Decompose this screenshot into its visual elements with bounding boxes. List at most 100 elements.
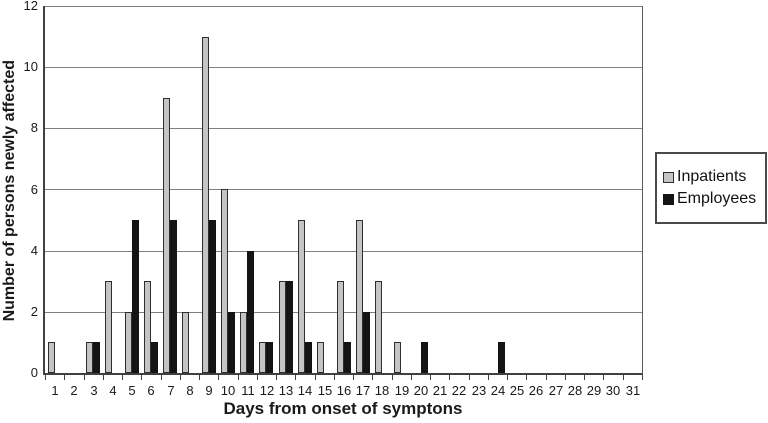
bar-inpatients-day-6	[144, 281, 151, 373]
x-tick-label-18: 18	[374, 383, 390, 398]
bar-employees-day-5	[132, 220, 139, 373]
x-tick-mark	[353, 375, 354, 380]
x-tick-mark	[103, 375, 104, 380]
x-tick-mark	[180, 375, 181, 380]
y-tick-label-2: 2	[30, 304, 38, 319]
x-tick-mark	[411, 375, 412, 380]
x-tick-label-12: 12	[259, 383, 275, 398]
bar-employees-day-9	[209, 220, 216, 373]
gridline-4	[45, 251, 642, 252]
x-tick-mark	[449, 375, 450, 380]
x-tick-label-24: 24	[490, 383, 506, 398]
x-tick-label-10: 10	[220, 383, 236, 398]
x-tick-label-8: 8	[186, 383, 194, 398]
y-tick-label-0: 0	[30, 365, 38, 380]
bar-inpatients-day-17	[356, 220, 363, 373]
bar-inpatients-day-13	[279, 281, 286, 373]
bar-inpatients-day-3	[86, 342, 93, 373]
x-axis-ticks	[45, 375, 643, 381]
x-tick-mark	[161, 375, 162, 380]
legend-label-inpatients: Inpatients	[677, 168, 747, 185]
x-tick-label-5: 5	[128, 383, 136, 398]
x-axis-labels: 1 2 3 4 5 6 7 8 9 10 11 12 13 14 15 16 17 18 19 20 21 22 23 24 2…	[45, 383, 642, 398]
x-tick-label-4: 4	[109, 383, 117, 398]
x-tick-mark	[584, 375, 585, 380]
x-tick-label-25: 25	[509, 383, 525, 398]
x-tick-mark	[64, 375, 65, 380]
bar-inpatients-day-16	[337, 281, 344, 373]
x-tick-mark	[315, 375, 316, 380]
bar-employees-day-12	[266, 342, 273, 373]
bar-employees-day-14	[305, 342, 312, 373]
x-tick-label-3: 3	[90, 383, 98, 398]
y-axis-ticks: 0 2 4 6 8 10 12	[16, 0, 38, 380]
bar-inpatients-day-18	[375, 281, 382, 373]
bar-employees-day-20	[421, 342, 428, 373]
x-tick-label-6: 6	[147, 383, 155, 398]
x-tick-label-2: 2	[70, 383, 78, 398]
bar-inpatients-day-5	[125, 312, 132, 373]
y-tick-label-4: 4	[30, 243, 38, 258]
y-tick-label-12: 12	[23, 0, 38, 13]
x-tick-label-15: 15	[317, 383, 333, 398]
x-tick-mark	[84, 375, 85, 380]
bar-employees-day-16	[344, 342, 351, 373]
legend-item-inpatients: Inpatients	[663, 168, 759, 186]
x-tick-label-20: 20	[413, 383, 429, 398]
bar-employees-day-13	[286, 281, 293, 373]
bar-employees-day-17	[363, 312, 370, 373]
x-tick-label-14: 14	[297, 383, 313, 398]
gridline-10	[45, 67, 642, 68]
x-tick-label-19: 19	[394, 383, 410, 398]
x-tick-label-31: 31	[625, 383, 641, 398]
x-tick-label-7: 7	[167, 383, 175, 398]
x-tick-mark	[218, 375, 219, 380]
bar-employees-day-11	[247, 251, 254, 373]
x-tick-mark	[257, 375, 258, 380]
legend-item-employees: Employees	[663, 190, 759, 208]
x-tick-label-16: 16	[336, 383, 352, 398]
x-tick-label-29: 29	[586, 383, 602, 398]
bar-employees-day-10	[228, 312, 235, 373]
bar-inpatients-day-8	[182, 312, 189, 373]
bar-inpatients-day-9	[202, 37, 209, 373]
x-tick-mark	[122, 375, 123, 380]
x-tick-mark	[430, 375, 431, 380]
legend-label-employees: Employees	[677, 190, 757, 207]
gridline-6	[45, 189, 642, 190]
employees-swatch-icon	[663, 193, 674, 205]
x-tick-mark	[295, 375, 296, 380]
x-tick-mark	[372, 375, 373, 380]
x-tick-label-13: 13	[278, 383, 294, 398]
x-tick-mark	[526, 375, 527, 380]
y-tick-label-10: 10	[23, 59, 38, 74]
bar-inpatients-day-4	[105, 281, 112, 373]
x-tick-label-22: 22	[451, 383, 467, 398]
x-tick-label-11: 11	[241, 383, 255, 398]
x-tick-label-21: 21	[432, 383, 448, 398]
bar-inpatients-day-19	[394, 342, 401, 373]
x-tick-mark	[546, 375, 547, 380]
x-tick-label-1: 1	[51, 383, 59, 398]
bar-inpatients-day-14	[298, 220, 305, 373]
x-tick-mark	[469, 375, 470, 380]
x-tick-mark	[488, 375, 489, 380]
y-tick-label-6: 6	[30, 182, 38, 197]
x-tick-label-9: 9	[205, 383, 213, 398]
x-tick-mark	[623, 375, 624, 380]
y-tick-label-8: 8	[30, 120, 38, 135]
x-tick-mark	[276, 375, 277, 380]
bar-inpatients-day-15	[317, 342, 324, 373]
x-tick-label-30: 30	[605, 383, 621, 398]
bar-employees-day-6	[151, 342, 158, 373]
bar-employees-day-3	[93, 342, 100, 373]
plot-area	[43, 6, 643, 375]
bar-employees-day-7	[170, 220, 177, 373]
x-tick-label-23: 23	[471, 383, 487, 398]
x-tick-mark	[507, 375, 508, 380]
x-tick-mark	[334, 375, 335, 380]
x-tick-mark	[45, 375, 46, 380]
x-tick-label-26: 26	[528, 383, 544, 398]
x-tick-label-28: 28	[567, 383, 583, 398]
